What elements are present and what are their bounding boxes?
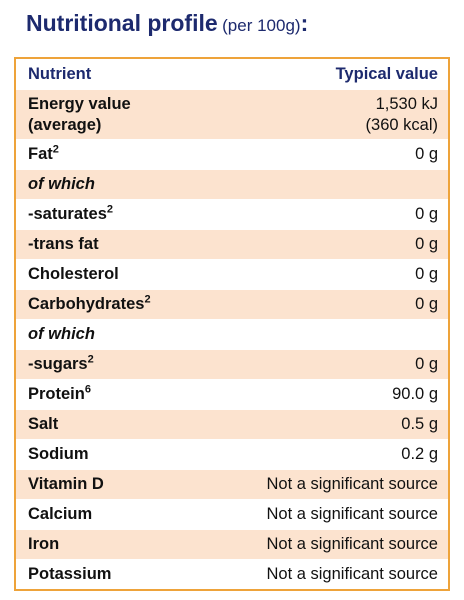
nutrient-label: -sugars bbox=[28, 355, 88, 373]
nutrient-cell: -trans fat bbox=[28, 235, 99, 254]
nutrient-cell: Energy value (average) bbox=[28, 94, 131, 136]
table-row: -sugars2 0 g bbox=[16, 349, 448, 379]
nutrient-cell: Protein6 bbox=[28, 383, 91, 404]
nutrient-cell: Sodium bbox=[28, 445, 89, 464]
value: 0 g bbox=[415, 355, 438, 373]
table-row: Energy value (average) 1,530 kJ (360 kcal) bbox=[16, 89, 448, 139]
table-row: -saturates2 0 g bbox=[16, 199, 448, 229]
table-row: Carbohydrates2 0 g bbox=[16, 289, 448, 319]
footnote-ref: 6 bbox=[84, 383, 91, 396]
value-cell: 0 g bbox=[415, 265, 438, 284]
title-block: Nutritional profile (per 100g): bbox=[26, 10, 308, 37]
nutrient-label: -saturates bbox=[28, 205, 107, 223]
value-cell: 0 g bbox=[415, 205, 438, 224]
value-cell: 0.5 g bbox=[401, 415, 438, 434]
table-row: Fat2 0 g bbox=[16, 139, 448, 169]
nutrient-cell: -saturates2 bbox=[28, 203, 113, 224]
column-header: Typical value bbox=[335, 64, 438, 83]
nutrient-label: of which bbox=[28, 325, 95, 343]
value-cell: 1,530 kJ (360 kcal) bbox=[366, 94, 438, 136]
value: 1,530 kJ bbox=[375, 95, 438, 113]
subtitle: (per 100g) bbox=[222, 16, 301, 35]
footnote-ref: 2 bbox=[52, 143, 59, 156]
table-row: Iron Not a significant source bbox=[16, 529, 448, 559]
value-note: (360 kcal) bbox=[365, 116, 438, 134]
value: 0.5 g bbox=[401, 415, 438, 433]
nutrient-label: Salt bbox=[28, 415, 59, 433]
value-cell: 90.0 g bbox=[392, 385, 438, 404]
nutrient-cell: Calcium bbox=[28, 505, 92, 524]
nutrient-cell: -sugars2 bbox=[28, 353, 94, 374]
value-cell: 0 g bbox=[415, 235, 438, 254]
nutrient-label: Carbohydrates bbox=[28, 295, 145, 313]
column-header: Nutrient bbox=[28, 64, 92, 83]
nutrient-label: of which bbox=[28, 175, 95, 193]
nutrient-cell: Iron bbox=[28, 535, 59, 554]
footnote-ref: 2 bbox=[106, 203, 113, 216]
nutrient-cell: Fat2 bbox=[28, 143, 59, 164]
table-row: Calcium Not a significant source bbox=[16, 499, 448, 529]
footnote-ref: 2 bbox=[87, 353, 94, 366]
nutrient-label: Energy value bbox=[28, 95, 131, 113]
table-row: Vitamin D Not a significant source bbox=[16, 469, 448, 499]
value: 90.0 g bbox=[392, 385, 438, 403]
value-cell: Not a significant source bbox=[266, 475, 438, 494]
nutrient-cell: of which bbox=[28, 325, 95, 344]
value-cell: 0.2 g bbox=[401, 445, 438, 464]
table-row: Salt 0.5 g bbox=[16, 409, 448, 439]
nutrient-label: Fat bbox=[28, 145, 53, 163]
value: Not a significant source bbox=[266, 565, 438, 583]
nutrient-label: Cholesterol bbox=[28, 265, 119, 283]
value: 0 g bbox=[415, 145, 438, 163]
value-cell: 0 g bbox=[415, 295, 438, 314]
footnote-ref: 2 bbox=[144, 293, 151, 306]
table-row: of which bbox=[16, 319, 448, 349]
table-row: of which bbox=[16, 169, 448, 199]
value-cell: 0 g bbox=[415, 145, 438, 164]
nutrient-cell: Potassium bbox=[28, 565, 111, 584]
nutrient-cell: Carbohydrates2 bbox=[28, 293, 151, 314]
nutrient-cell: Cholesterol bbox=[28, 265, 119, 284]
table-row: Cholesterol 0 g bbox=[16, 259, 448, 289]
value-cell: 0 g bbox=[415, 355, 438, 374]
table-row: Sodium 0.2 g bbox=[16, 439, 448, 469]
value: 0 g bbox=[415, 205, 438, 223]
nutrient-note: (average) bbox=[28, 116, 102, 134]
table-row: -trans fat 0 g bbox=[16, 229, 448, 259]
value: Not a significant source bbox=[266, 475, 438, 493]
value: 0 g bbox=[415, 265, 438, 283]
colon: : bbox=[300, 10, 309, 36]
nutrient-cell: of which bbox=[28, 175, 95, 194]
value: 0.2 g bbox=[401, 445, 438, 463]
table-row: Potassium Not a significant source bbox=[16, 559, 448, 589]
value-cell: Not a significant source bbox=[266, 565, 438, 584]
value: Not a significant source bbox=[266, 505, 438, 523]
value: 0 g bbox=[415, 235, 438, 253]
value: 0 g bbox=[415, 295, 438, 313]
header-row: Nutrient Typical value bbox=[16, 59, 448, 89]
nutrient-label: Iron bbox=[28, 535, 60, 553]
value-cell: Not a significant source bbox=[266, 505, 438, 524]
nutrient-label: Vitamin D bbox=[28, 475, 104, 493]
nutrient-cell: Vitamin D bbox=[28, 475, 104, 494]
title: Nutritional profile bbox=[26, 10, 218, 36]
nutrient-label: -trans fat bbox=[28, 235, 99, 253]
nutrient-label: Potassium bbox=[28, 565, 112, 583]
nutrient-cell: Salt bbox=[28, 415, 58, 434]
nutrition-table: Nutrient Typical value Energy value (aver… bbox=[14, 57, 450, 591]
value: Not a significant source bbox=[266, 535, 438, 553]
table-row: Protein6 90.0 g bbox=[16, 379, 448, 409]
nutrient-label: Protein bbox=[28, 385, 85, 403]
nutrient-label: Sodium bbox=[28, 445, 89, 463]
nutrient-label: Calcium bbox=[28, 505, 93, 523]
value-cell: Not a significant source bbox=[266, 535, 438, 554]
